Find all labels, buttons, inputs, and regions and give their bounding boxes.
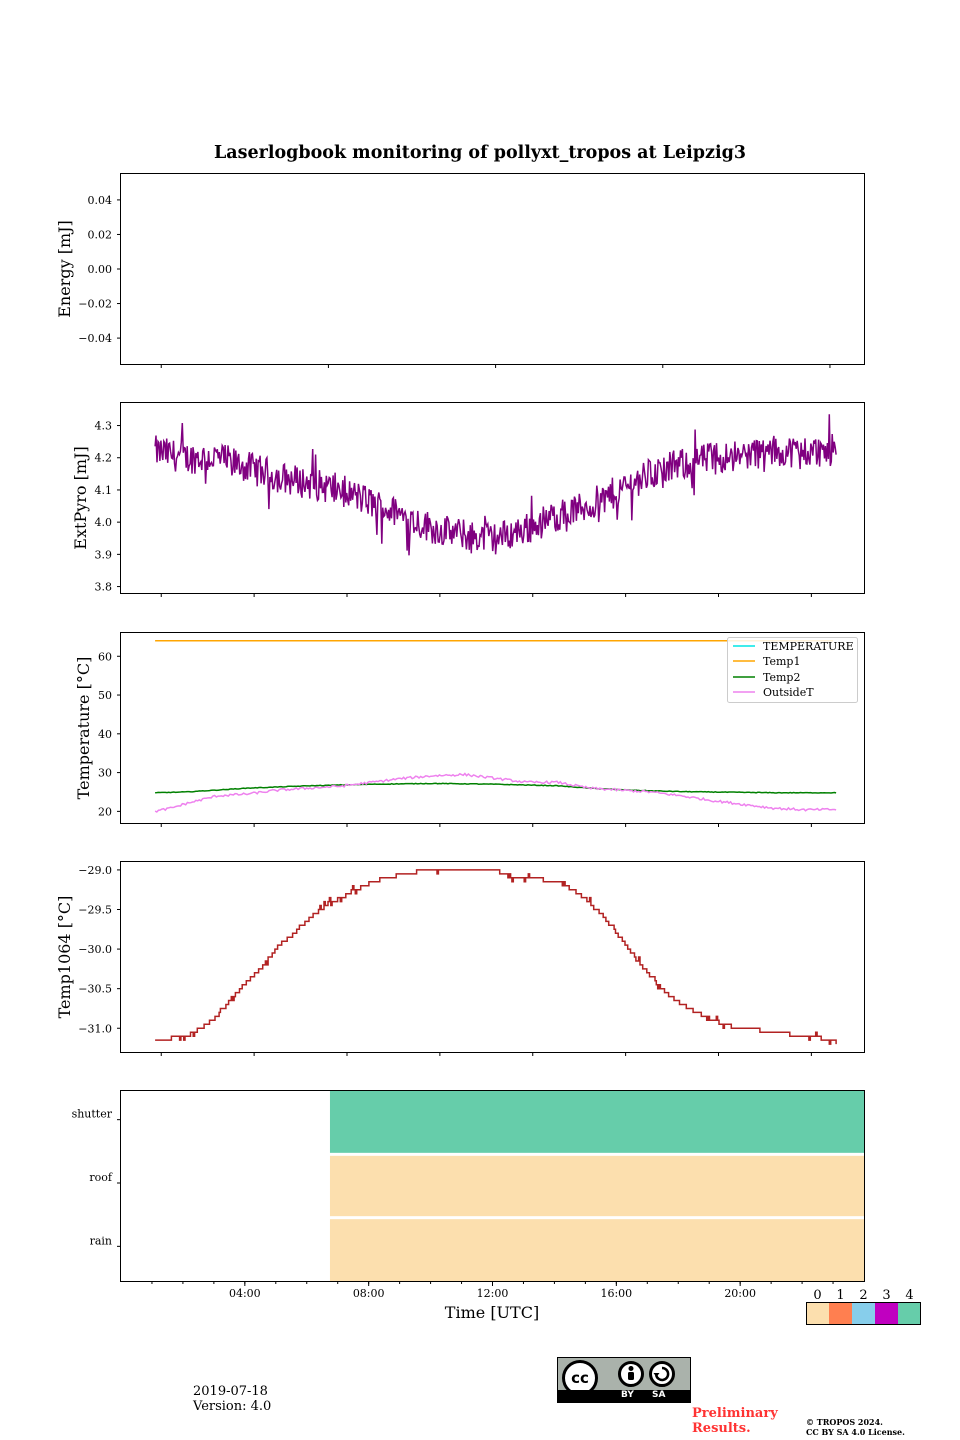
legend-label-temperature: TEMPERATURE — [763, 640, 854, 653]
legend-label-temp2: Temp2 — [763, 671, 800, 684]
y-tick-label: −30.0 — [78, 943, 112, 956]
colorbar-tick-label: 2 — [859, 1288, 867, 1303]
y-tick-label: 0.04 — [88, 194, 113, 207]
cc-license-badge: cc BY SA — [557, 1357, 691, 1403]
y-tick-label: 4.2 — [95, 452, 113, 465]
series-line-temp2 — [155, 782, 837, 794]
y-tick-label: 40 — [98, 728, 112, 741]
colorbar-frame — [806, 1302, 921, 1325]
x-tick-label: 08:00 — [353, 1287, 385, 1300]
extpyro-ylabel: ExtPyro [mJ] — [71, 446, 90, 549]
x-tick-label: 16:00 — [600, 1287, 632, 1300]
copyright-line1: © TROPOS 2024. — [806, 1417, 883, 1427]
status-cell-shutter — [329, 1091, 864, 1153]
temperature-legend: TEMPERATURE Temp1 Temp2 OutsideT — [727, 637, 858, 703]
y-tick-label: −29.0 — [78, 864, 112, 877]
status-row-label-roof: roof — [89, 1171, 113, 1184]
colorbar-swatch-1 — [829, 1302, 852, 1325]
preliminary-line2: Results. — [692, 1421, 751, 1436]
y-tick-label: 0.02 — [88, 228, 113, 241]
colorbar-tick-label: 1 — [836, 1288, 844, 1303]
energy-plot-frame — [120, 173, 865, 365]
x-tick-label: 12:00 — [477, 1287, 509, 1300]
energy-ylabel: Energy [mJ] — [55, 220, 74, 318]
colorbar-swatch-4 — [898, 1302, 921, 1325]
y-tick-label: −0.04 — [78, 332, 112, 345]
y-tick-label: 4.3 — [95, 420, 113, 433]
share-alike-icon — [649, 1361, 675, 1387]
temperature-panel: 60 50 40 30 20 TEMPERATURE Temp1 Temp2 Outsi… — [74, 632, 865, 827]
y-tick-label: 0.00 — [88, 263, 113, 276]
colorbar-swatch-0 — [806, 1302, 829, 1325]
series-line-outsidet — [154, 772, 837, 813]
extpyro-plot-frame — [120, 402, 865, 594]
footer-version: Version: 4.0 — [193, 1399, 272, 1414]
copyright-notice: © TROPOS 2024. CC BY SA 4.0 License. — [806, 1417, 905, 1437]
person-icon — [618, 1361, 644, 1387]
legend-label-temp1: Temp1 — [763, 655, 800, 668]
temp1064-plot-frame — [120, 861, 865, 1053]
temperature-plot-frame — [120, 632, 865, 824]
y-tick-label: 3.9 — [95, 548, 113, 561]
y-tick-label: 30 — [98, 767, 112, 780]
status-cell-roof — [329, 1155, 864, 1217]
y-tick-label: −30.5 — [78, 983, 112, 996]
x-tick-label: 20:00 — [724, 1287, 756, 1300]
footer-date: 2019-07-18 — [193, 1384, 268, 1399]
extpyro-series-line — [154, 414, 837, 556]
preliminary-line1: Preliminary — [692, 1406, 778, 1421]
x-axis-label: Time [UTC] — [445, 1303, 539, 1322]
temp1064-series-line — [155, 869, 837, 1045]
figure-title: Laserlogbook monitoring of pollyxt_tropo… — [214, 143, 746, 163]
status-row-label-rain: rain — [90, 1234, 112, 1247]
legend-label-outsidet: OutsideT — [763, 686, 814, 699]
legend-box — [727, 637, 858, 703]
energy-panel: 0.04 0.02 0.00 −0.02 −0.04 Energy [mJ] — [55, 173, 865, 368]
y-tick-label: 3.8 — [95, 581, 113, 594]
extpyro-panel: 4.3 4.2 4.1 4.0 3.9 3.8 ExtPyro [mJ] — [71, 402, 865, 597]
copyright-line2: CC BY SA 4.0 License. — [806, 1427, 905, 1437]
badge-sa-label: SA — [652, 1390, 666, 1400]
y-tick-label: 60 — [98, 650, 112, 663]
y-tick-label: −31.0 — [78, 1022, 112, 1035]
colorbar-tick-label: 4 — [905, 1288, 913, 1303]
temp1064-ylabel: Temp1064 [°C] — [55, 896, 74, 1019]
temperature-ylabel: Temperature [°C] — [74, 657, 93, 800]
colorbar-swatch-3 — [875, 1302, 898, 1325]
temp1064-panel: −29.0 −29.5 −30.0 −30.5 −31.0 Temp1064 [°C] — [55, 861, 865, 1056]
badge-by-label: BY — [621, 1390, 634, 1400]
y-tick-label: 50 — [98, 689, 112, 702]
y-tick-label: 4.0 — [95, 516, 113, 529]
preliminary-notice: Preliminary Results. — [692, 1406, 778, 1436]
colorbar-tick-label: 0 — [813, 1288, 821, 1303]
status-panel: shutter roof rain 04:00 08:00 12:00 16:00 20:0… — [72, 1090, 865, 1322]
colorbar-swatch-2 — [852, 1302, 875, 1325]
colorbar-tick-label: 3 — [882, 1288, 890, 1303]
y-tick-label: 4.1 — [95, 484, 113, 497]
status-row-label-shutter: shutter — [72, 1108, 113, 1121]
status-cell-rain — [329, 1219, 864, 1281]
y-tick-label: −29.5 — [78, 904, 112, 917]
y-tick-label: −0.02 — [78, 298, 112, 311]
x-tick-label: 04:00 — [229, 1287, 261, 1300]
y-tick-label: 20 — [98, 805, 112, 818]
